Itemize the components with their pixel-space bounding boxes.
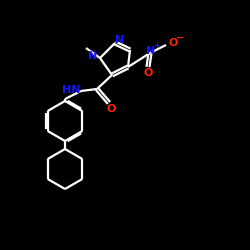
Text: −: − xyxy=(176,33,184,43)
Text: O: O xyxy=(143,68,153,78)
Text: N: N xyxy=(116,35,124,45)
Text: O: O xyxy=(168,38,178,48)
Text: +: + xyxy=(154,42,160,50)
Text: N: N xyxy=(146,46,156,56)
Text: N: N xyxy=(88,51,98,61)
Text: O: O xyxy=(106,104,116,114)
Text: HN: HN xyxy=(62,85,80,95)
